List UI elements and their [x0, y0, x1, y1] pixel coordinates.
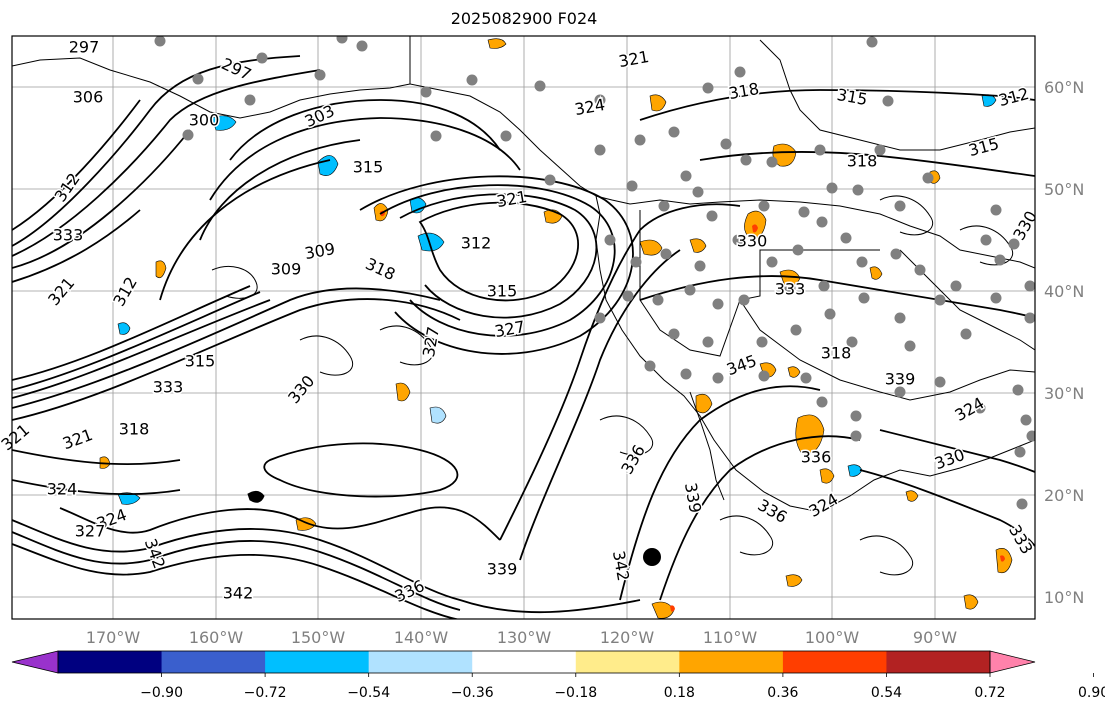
contour-label: 342: [609, 549, 633, 582]
colorbar-tick-label: −0.54: [347, 685, 390, 701]
colorbar-segment: [472, 651, 577, 673]
longitude-labels: 170°W 160°W 150°W 140°W 130°W 120°W 110°W 100°W…: [86, 628, 957, 647]
colorbar-segment: [368, 651, 473, 673]
latitude-label: 30°N: [1044, 384, 1084, 403]
latitude-label: 60°N: [1044, 78, 1084, 97]
contour-label: 315: [185, 352, 216, 371]
contour-label: 336: [801, 448, 832, 467]
colorbar-segment: [575, 651, 680, 673]
longitude-label: 90°W: [913, 628, 957, 647]
longitude-label: 140°W: [394, 628, 449, 647]
latitude-label: 40°N: [1044, 282, 1084, 301]
longitude-label: 150°W: [291, 628, 346, 647]
contour-label: 327: [493, 317, 526, 341]
colorbar-segment: [782, 651, 887, 673]
colorbar-extend-low: [11, 650, 59, 674]
contour-label: 318: [821, 344, 852, 363]
contour-label: 309: [271, 260, 302, 279]
contour-label: 327: [75, 522, 106, 541]
longitude-label: 130°W: [497, 628, 552, 647]
contour-label: 318: [847, 152, 878, 171]
contour-label: 324: [47, 480, 78, 499]
longitude-label: 120°W: [600, 628, 655, 647]
colorbar-segment: [58, 651, 163, 673]
contour-label: 342: [223, 584, 254, 603]
contour-label: 300: [189, 111, 220, 130]
colorbar-tick-label: −0.18: [554, 685, 597, 701]
colorbar-segment: [161, 651, 266, 673]
contour-label: 333: [53, 226, 84, 245]
colorbar-outline: [57, 650, 991, 674]
longitude-label: 160°W: [189, 628, 244, 647]
colorbar-segment: [265, 651, 370, 673]
contour-label: 339: [885, 370, 916, 389]
longitude-label: 110°W: [703, 628, 758, 647]
latitude-labels: 60°N 50°N 40°N 30°N 20°N 10°N: [1044, 78, 1084, 607]
colorbar-segment: [886, 651, 991, 673]
latitude-label: 50°N: [1044, 180, 1084, 199]
colorbar-tick-label: 0.90: [1078, 685, 1105, 701]
latitude-label: 20°N: [1044, 486, 1084, 505]
contour-label: 315: [353, 158, 384, 177]
contour-label: 333: [775, 280, 806, 299]
map-border: [11, 35, 1036, 620]
contour-label: 318: [727, 79, 760, 103]
colorbar-tick-label: 0.18: [664, 685, 695, 701]
colorbar-tick-label: −0.90: [140, 685, 183, 701]
island-marker: [643, 548, 661, 566]
colorbar-tick-label: −0.72: [244, 685, 287, 701]
contour-label: 306: [73, 88, 104, 107]
contour-lines: [12, 55, 1035, 619]
contour-label: 315: [487, 282, 518, 301]
latitude-label: 10°N: [1044, 588, 1084, 607]
contour-label: 339: [487, 560, 518, 579]
contour-label: 318: [119, 420, 150, 439]
longitude-label: 100°W: [805, 628, 860, 647]
colorbar-tick-label: 0.72: [974, 685, 1005, 701]
colorbar-tick-label: 0.36: [767, 685, 798, 701]
map-title: 2025082900 F024: [450, 9, 598, 28]
colorbar-tick-label: −0.36: [451, 685, 494, 701]
colorbar-extend-high: [989, 650, 1036, 674]
longitude-label: 170°W: [86, 628, 141, 647]
contour-label: 330: [737, 232, 768, 251]
colorbar: −0.90 −0.72 −0.54 −0.36 −0.18 0.18 0.36 0.54 0.7…: [11, 650, 1105, 701]
map-content: [12, 36, 1035, 619]
contour-label: 333: [153, 378, 184, 397]
colorbar-segment: [679, 651, 784, 673]
station-markers: [154, 36, 1035, 510]
contour-label: 312: [461, 234, 492, 253]
contour-label: 297: [69, 38, 100, 57]
colorbar-tick-label: 0.54: [871, 685, 902, 701]
